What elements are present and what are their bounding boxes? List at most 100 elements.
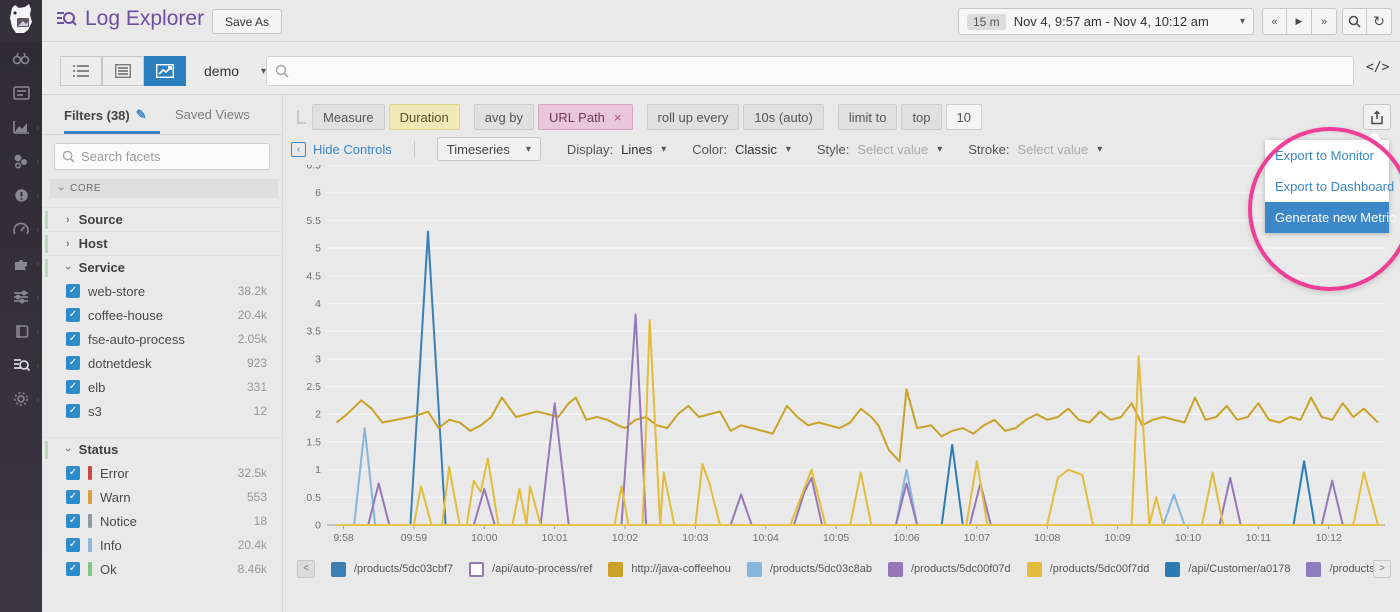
list-view-icon — [73, 65, 89, 77]
facet-group-service[interactable]: › Service — [42, 255, 283, 279]
legend-item[interactable]: /products/5dc00f07d — [887, 561, 1011, 577]
sidebar-item-events[interactable] — [0, 76, 42, 110]
remove-chip-icon[interactable]: × — [613, 109, 622, 125]
export-button[interactable] — [1363, 104, 1391, 130]
stroke-dropdown[interactable]: Select value ▾ — [1017, 141, 1103, 157]
facet-row-elb[interactable]: ✓ elb 331 — [42, 375, 283, 399]
menu-item-export-to-monitor[interactable]: Export to Monitor — [1275, 148, 1374, 163]
graph-type-dropdown[interactable]: Timeseries ▾ — [436, 137, 541, 161]
color-dropdown[interactable]: Classic ▾ — [734, 141, 791, 157]
checkbox-notice[interactable]: ✓ — [66, 514, 80, 528]
menu-item-generate-new-metric[interactable]: Generate new Metric — [1265, 202, 1396, 233]
checkbox-dotnetdesk[interactable]: ✓ — [66, 356, 80, 370]
sidebar-item-logs[interactable]: › — [0, 348, 42, 382]
facet-row-warn[interactable]: ✓ Warn 553 — [42, 485, 283, 509]
checkbox-ok[interactable]: ✓ — [66, 562, 80, 576]
legend-scroll-left[interactable]: < — [297, 560, 315, 578]
checkbox-elb[interactable]: ✓ — [66, 380, 80, 394]
facet-count: 2.05k — [237, 332, 267, 346]
facet-group-host[interactable]: › Host — [42, 231, 283, 255]
refresh-button[interactable]: ↻ — [1367, 8, 1392, 35]
chevron-right-icon: › — [66, 213, 70, 226]
settings-icon — [14, 392, 28, 406]
tab-filters[interactable]: Filters (38) ✎ — [64, 107, 160, 134]
query-chip-roll-up-every[interactable]: roll up every — [646, 104, 740, 130]
chevron-right-icon: › — [36, 224, 39, 234]
checkbox-coffee-house[interactable]: ✓ — [66, 308, 80, 322]
legend-scroll-right[interactable]: > — [1373, 560, 1391, 578]
facet-row-fse-auto-process[interactable]: ✓ fse-auto-process 2.05k — [42, 327, 283, 351]
sidebar-item-pipelines[interactable]: › — [0, 280, 42, 314]
time-forward-button[interactable]: » — [1312, 8, 1337, 35]
facet-row-s3[interactable]: ✓ s3 12 — [42, 399, 283, 423]
sidebar-item-watchdog[interactable] — [0, 42, 42, 76]
facet-group-source[interactable]: › Source — [42, 207, 283, 231]
time-range-selector[interactable]: 15 m Nov 4, 9:57 am - Nov 4, 10:12 am ▾ — [958, 8, 1254, 35]
datadog-logo[interactable] — [0, 0, 42, 42]
facet-label: Notice — [100, 513, 137, 529]
checkbox-info[interactable]: ✓ — [66, 538, 80, 552]
svg-text:5.5: 5.5 — [306, 215, 321, 227]
saved-view-dropdown[interactable]: demo ▾ — [204, 63, 267, 79]
sidebar-item-integrations[interactable]: › — [0, 246, 42, 280]
legend-item[interactable]: http://java-coffeehou — [608, 561, 731, 577]
log-search-bar[interactable] — [266, 56, 1354, 86]
legend-item[interactable]: /products/5dc00f7dd — [1026, 561, 1149, 577]
facet-group-label: Service — [78, 260, 125, 275]
checkbox-fse-auto-process[interactable]: ✓ — [66, 332, 80, 346]
query-chip-top[interactable]: top — [901, 104, 942, 130]
facet-search-input[interactable] — [81, 149, 251, 164]
legend-item[interactable]: /api/auto-process/ref — [469, 561, 592, 577]
legend-item[interactable]: /products/5dc03cbf7 — [331, 561, 453, 577]
chip-label: 10 — [956, 109, 971, 125]
display-dropdown[interactable]: Lines ▾ — [621, 141, 667, 157]
query-chip-10[interactable]: 10 — [945, 104, 982, 130]
facet-label: Error — [100, 465, 129, 481]
detail-view-button[interactable] — [102, 56, 144, 86]
facet-row-error[interactable]: ✓ Error 32.5k — [42, 461, 283, 485]
facet-row-info[interactable]: ✓ Info 20.4k — [42, 533, 283, 557]
query-chip-limit-to[interactable]: limit to — [837, 104, 898, 130]
query-chip-avg-by[interactable]: avg by — [473, 104, 535, 130]
core-section-header[interactable]: › CORE — [50, 179, 278, 198]
code-view-toggle[interactable]: </> — [1366, 60, 1390, 75]
query-chip-10s-auto-[interactable]: 10s (auto) — [743, 104, 824, 130]
style-dropdown[interactable]: Select value ▾ — [857, 141, 943, 157]
checkbox-web-store[interactable]: ✓ — [66, 284, 80, 298]
sidebar-item-settings[interactable]: › — [0, 382, 42, 416]
zoom-out-button[interactable] — [1342, 8, 1367, 35]
timeseries-chart[interactable]: 0 0.5 1 1.5 2 2.5 3 3.5 4 4.5 5 5.5 6 6.5 9:58 09:59 10:… — [289, 160, 1395, 561]
list-view-button[interactable] — [60, 56, 102, 86]
hide-controls-button[interactable]: ‹ Hide Controls — [291, 141, 392, 157]
page-title: Log Explorer — [55, 7, 204, 31]
menu-item-export-to-dashboard[interactable]: Export to Dashboard — [1275, 179, 1395, 194]
facet-search-field[interactable] — [54, 143, 270, 170]
time-back-button[interactable]: « — [1262, 8, 1287, 35]
chart-legend: < /products/5dc03cbf7/api/auto-process/re… — [297, 557, 1391, 581]
facet-row-notice[interactable]: ✓ Notice 18 — [42, 509, 283, 533]
facet-row-coffee-house[interactable]: ✓ coffee-house 20.4k — [42, 303, 283, 327]
facet-row-web-store[interactable]: ✓ web-store 38.2k — [42, 279, 283, 303]
query-chip-url-path[interactable]: URL Path × — [538, 104, 633, 130]
sidebar-item-monitors[interactable]: › — [0, 178, 42, 212]
sidebar-item-apm[interactable]: › — [0, 212, 42, 246]
legend-item[interactable]: /api/Customer/a0178 — [1165, 561, 1290, 577]
edit-pencil-icon[interactable]: ✎ — [135, 107, 147, 122]
save-as-button[interactable]: Save As — [212, 9, 283, 34]
legend-item[interactable]: /products/5dc03c8ab — [746, 561, 872, 577]
facet-group-status[interactable]: › Status — [42, 437, 283, 461]
stroke-label: Stroke: — [968, 141, 1010, 157]
checkbox-error[interactable]: ✓ — [66, 466, 80, 480]
facet-row-ok[interactable]: ✓ Ok 8.46k — [42, 557, 283, 581]
graph-view-button[interactable] — [144, 56, 186, 86]
time-play-button[interactable]: ▶ — [1287, 8, 1312, 35]
sidebar-item-notebooks[interactable]: › — [0, 314, 42, 348]
facet-row-dotnetdesk[interactable]: ✓ dotnetdesk 923 — [42, 351, 283, 375]
query-chip-measure[interactable]: Measure — [312, 104, 385, 130]
tab-saved-views[interactable]: Saved Views — [175, 107, 250, 122]
sidebar-item-metrics[interactable]: › — [0, 110, 42, 144]
query-chip-duration[interactable]: Duration — [388, 104, 460, 130]
checkbox-warn[interactable]: ✓ — [66, 490, 80, 504]
checkbox-s3[interactable]: ✓ — [66, 404, 80, 418]
sidebar-item-infrastructure[interactable]: › — [0, 144, 42, 178]
